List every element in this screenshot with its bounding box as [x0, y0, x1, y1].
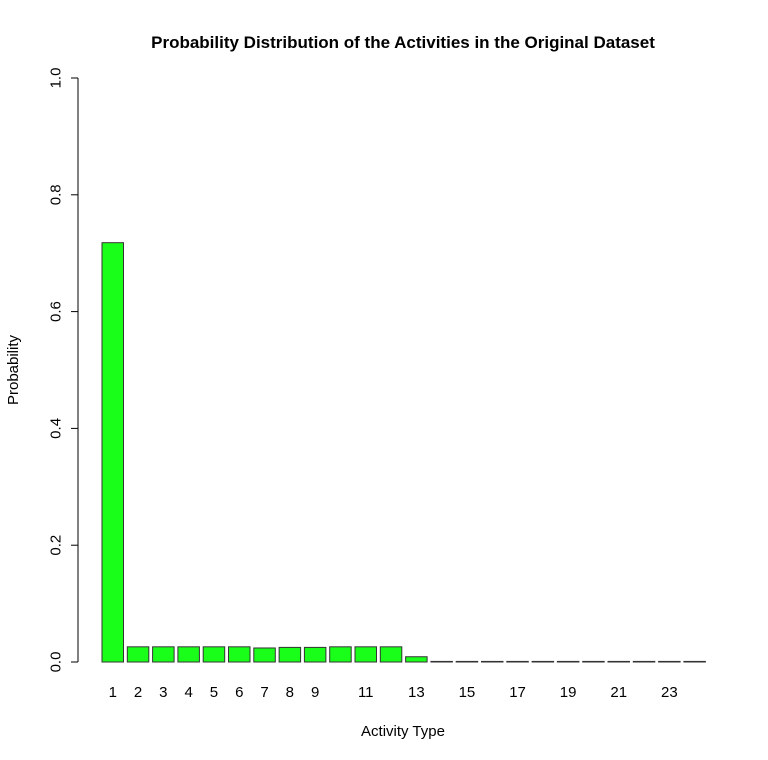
bar [556, 660, 580, 663]
x-axis-tick-labels: 1 2 3 4 5 6 7 8 9 11 13 15 17 19 21 23 [109, 684, 678, 701]
bar [582, 660, 605, 663]
x-axis-tick-label: 6 [235, 684, 243, 701]
bar [303, 646, 327, 663]
x-axis-tick-label: 5 [210, 684, 218, 701]
x-axis-tick-label: 19 [560, 684, 577, 701]
bar [531, 660, 555, 663]
bar [607, 660, 630, 663]
bar [329, 646, 352, 663]
y-axis-tick-label: 0.0 [47, 652, 64, 673]
x-axis-tick-label: 3 [159, 684, 167, 701]
bar [202, 646, 226, 663]
x-axis-tick-label: 7 [260, 684, 268, 701]
x-axis-tick-label: 9 [311, 684, 319, 701]
y-axis-tick-label: 0.6 [47, 301, 64, 322]
x-axis-tick-label: 4 [184, 684, 192, 701]
x-axis-tick-label: 11 [358, 684, 374, 701]
x-axis-tick-label: 21 [610, 684, 627, 701]
bar [632, 660, 656, 663]
x-axis-tick-label: 23 [661, 684, 678, 701]
y-axis-label: Probability [5, 334, 22, 405]
chart-title: Probability Distribution of the Activiti… [151, 33, 655, 52]
bar [253, 647, 276, 663]
y-axis: 0.0 0.2 0.4 0.6 0.8 1.0 [47, 68, 79, 673]
bar [658, 660, 681, 663]
y-axis-tick-label: 0.8 [47, 184, 64, 205]
bar [683, 660, 706, 663]
bar [228, 646, 251, 663]
x-axis-tick-label: 15 [459, 684, 476, 701]
y-axis-tick-label: 0.4 [47, 418, 64, 439]
bars [101, 242, 706, 663]
x-axis-tick-label: 17 [509, 684, 526, 701]
bar [506, 660, 529, 663]
x-axis-label: Activity Type [361, 723, 445, 740]
x-axis-tick-label: 8 [286, 684, 294, 701]
y-axis-tick-label: 1.0 [47, 68, 64, 89]
bar [101, 242, 124, 663]
bar [430, 660, 453, 663]
bar [405, 656, 428, 663]
x-axis-tick-label: 1 [109, 684, 117, 701]
bar [278, 646, 302, 663]
x-axis-tick-label: 2 [134, 684, 142, 701]
bar [152, 646, 175, 663]
y-axis-tick-label: 0.2 [47, 535, 64, 556]
bar [455, 660, 479, 663]
bar [126, 646, 150, 663]
bar [354, 646, 377, 663]
bar [177, 646, 200, 663]
bar [481, 660, 504, 663]
bar [379, 646, 403, 663]
x-axis-tick-label: 13 [408, 684, 425, 701]
